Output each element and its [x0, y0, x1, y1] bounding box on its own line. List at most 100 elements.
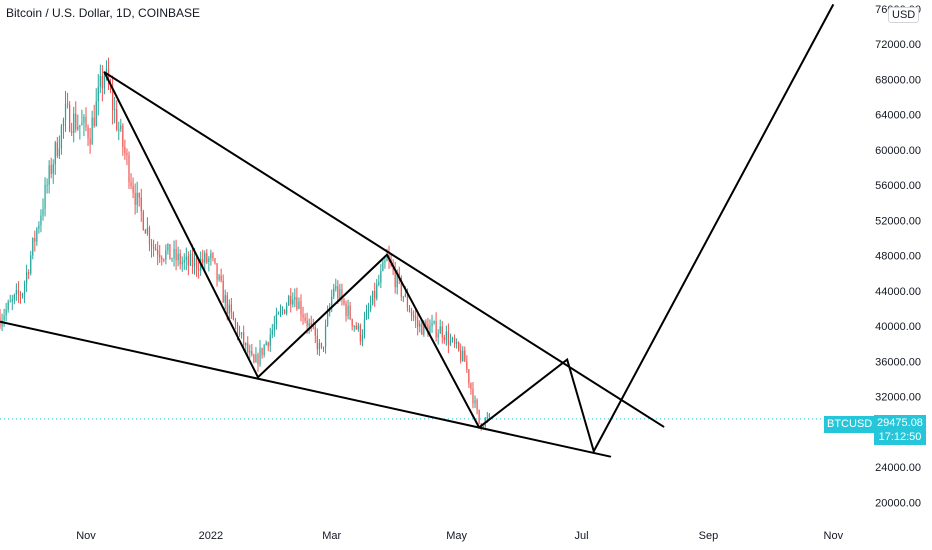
lower-trendline[interactable]	[0, 320, 612, 458]
candle-body	[11, 299, 13, 302]
candle-body	[124, 147, 126, 154]
candle-body	[245, 343, 247, 346]
candle-body	[386, 255, 388, 261]
candle-body	[52, 164, 54, 174]
candle-body	[5, 309, 7, 316]
candle-body	[320, 342, 323, 348]
candle-body	[208, 258, 210, 263]
candle-body	[482, 426, 484, 428]
candle-body	[154, 248, 157, 251]
candle-body	[54, 142, 56, 165]
currency-button[interactable]: USD	[888, 7, 920, 23]
candle-body	[253, 354, 255, 363]
candle-body	[249, 351, 251, 353]
y-tick-label: 44000.00	[875, 286, 921, 298]
candle-body	[226, 295, 228, 314]
candle-body	[95, 101, 97, 127]
candle-body	[77, 126, 79, 130]
candle-body	[478, 409, 480, 424]
candle-body	[326, 312, 329, 326]
candle-body	[421, 323, 423, 335]
candle-body	[261, 347, 263, 355]
candle-body	[89, 138, 91, 145]
candle-body	[152, 246, 155, 249]
candle-body	[105, 68, 108, 76]
x-tick-label: May	[446, 530, 467, 542]
trend-drawings[interactable]	[0, 3, 835, 458]
candle-body	[107, 68, 110, 85]
candle-body	[228, 304, 230, 314]
candle-body	[206, 253, 208, 263]
candle-body	[462, 350, 464, 361]
candle-body	[382, 262, 384, 272]
candle-body	[406, 294, 409, 308]
candle-body	[15, 290, 17, 295]
candle-body	[464, 350, 466, 362]
candle-body	[300, 301, 302, 315]
candle-body	[341, 289, 343, 300]
candle-body	[71, 131, 73, 133]
candle-body	[142, 211, 144, 230]
candle-body	[378, 282, 380, 285]
candle-body	[150, 243, 153, 247]
candle-body	[304, 317, 306, 321]
x-tick-label: Mar	[322, 530, 341, 542]
candle-body	[322, 346, 325, 348]
candle-body	[138, 192, 140, 198]
candles	[0, 57, 490, 431]
candle-body	[101, 76, 103, 89]
candle-body	[175, 248, 177, 261]
candle-body	[431, 322, 433, 327]
candle-body	[224, 295, 226, 303]
candle-body	[134, 192, 136, 205]
candle-body	[81, 122, 83, 126]
candle-body	[44, 185, 46, 210]
candle-body	[331, 296, 333, 308]
candle-body	[169, 244, 171, 260]
candle-body	[204, 253, 206, 263]
candle-body	[118, 129, 120, 131]
candle-body	[240, 332, 243, 334]
candle-body	[347, 305, 349, 316]
candle-body	[216, 263, 218, 280]
y-tick-label: 68000.00	[875, 74, 921, 86]
zigzag-path[interactable]	[103, 3, 835, 454]
candle-body	[288, 296, 290, 306]
candle-body	[38, 225, 40, 229]
candle-body	[177, 253, 179, 261]
candle-body	[279, 310, 282, 313]
y-tick-label: 36000.00	[875, 356, 921, 368]
candle-body	[412, 315, 415, 318]
candle-body	[13, 294, 15, 300]
candle-body	[267, 342, 269, 346]
candle-body	[355, 325, 357, 330]
candle-body	[58, 148, 60, 157]
candle-body	[40, 215, 42, 226]
candle-body	[380, 271, 382, 283]
y-tick-label: 24000.00	[875, 462, 921, 474]
x-tick-label: Nov	[824, 530, 844, 542]
candle-body	[400, 277, 402, 297]
candle-body	[165, 250, 167, 260]
candle-body	[163, 259, 165, 261]
candle-body	[324, 325, 327, 347]
candle-body	[429, 326, 431, 335]
candle-body	[220, 275, 222, 281]
time-axis[interactable]: Nov 2022 Mar May Jul Sep Nov	[76, 530, 843, 542]
y-tick-label: 48000.00	[875, 251, 921, 263]
candle-body	[458, 342, 460, 351]
candle-body	[181, 262, 183, 265]
candle-body	[187, 256, 189, 266]
bar-countdown: 17:12:50	[878, 431, 922, 443]
candle-body	[173, 248, 175, 259]
candle-body	[271, 330, 273, 335]
candle-body	[218, 275, 220, 280]
candle-body	[66, 103, 69, 105]
chart-title: Bitcoin / U.S. Dollar, 1D, COINBASE	[6, 6, 201, 20]
candle-body	[99, 76, 101, 87]
candle-body	[269, 334, 271, 346]
candle-body	[351, 319, 353, 327]
candle-body	[415, 317, 417, 320]
upper-trendline[interactable]	[103, 71, 665, 428]
